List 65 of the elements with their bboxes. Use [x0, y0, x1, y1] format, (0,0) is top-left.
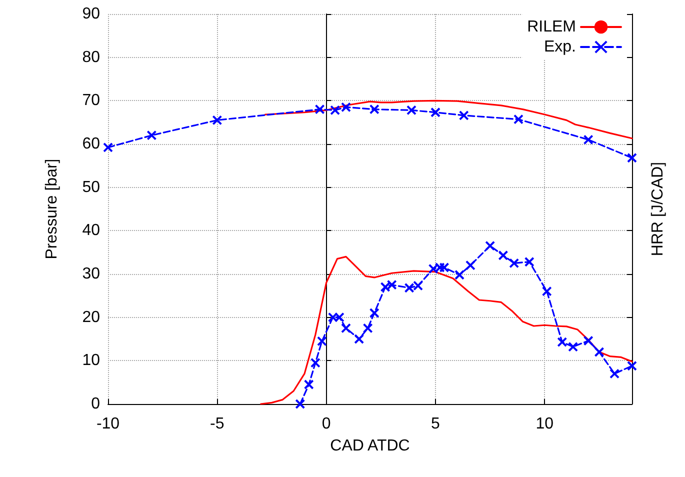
- point: [568, 342, 578, 352]
- y-tick-label: 50: [82, 178, 100, 196]
- point: [380, 282, 390, 292]
- point: [340, 102, 351, 112]
- point: [295, 399, 306, 409]
- x-tick-label: 5: [431, 416, 440, 432]
- point: [310, 358, 320, 368]
- point: [212, 115, 222, 126]
- point: [428, 264, 438, 274]
- point: [369, 308, 380, 318]
- y-tick-label: 40: [82, 222, 100, 240]
- point: [328, 312, 338, 322]
- point: [542, 286, 552, 296]
- point: [458, 110, 469, 120]
- legend-label: Exp.: [544, 38, 576, 56]
- y-tick-label: 20: [82, 308, 100, 326]
- y2-axis-title: HRR [J/CAD]: [650, 162, 666, 256]
- point: [434, 262, 445, 272]
- point: [362, 323, 373, 334]
- point: [594, 347, 604, 357]
- point: [583, 134, 594, 145]
- y-tick-label: 80: [82, 48, 100, 66]
- y-tick-label: 70: [82, 92, 100, 110]
- y-tick-label: 0: [91, 396, 100, 412]
- point: [627, 152, 637, 163]
- y-axis-title: Pressure [bar]: [44, 158, 60, 260]
- point: [369, 104, 380, 114]
- point: [404, 282, 414, 293]
- point: [610, 368, 620, 379]
- point: [557, 337, 568, 348]
- point: [430, 107, 440, 118]
- point: [413, 280, 424, 291]
- point: [354, 334, 364, 344]
- point: [316, 336, 327, 346]
- point: [485, 240, 496, 251]
- point: [386, 280, 397, 290]
- point: [146, 130, 157, 140]
- x-tick-label: 0: [322, 416, 331, 432]
- x-tick-label: 10: [536, 416, 554, 432]
- point: [304, 380, 314, 390]
- x-tick-label: -5: [210, 416, 224, 432]
- point: [509, 258, 520, 268]
- line-series: [260, 256, 633, 405]
- point: [439, 262, 450, 272]
- y-tick-label: 60: [82, 136, 100, 152]
- point: [330, 105, 340, 116]
- point: [524, 256, 534, 267]
- y-tick-label: 90: [82, 6, 100, 22]
- point: [465, 260, 476, 270]
- point: [340, 323, 351, 334]
- x-axis-title: CAD ATDC: [330, 438, 410, 454]
- point: [334, 312, 344, 322]
- point: [103, 142, 113, 152]
- x-tick-label: -10: [96, 416, 120, 432]
- line-series: [264, 100, 633, 140]
- point: [513, 114, 524, 124]
- point: [454, 270, 465, 280]
- point: [498, 250, 508, 260]
- y-tick-label: 10: [82, 352, 100, 370]
- point: [406, 105, 416, 116]
- legend-label: RILEM: [527, 18, 576, 36]
- point: [583, 336, 594, 346]
- y-tick-label: 30: [82, 266, 100, 282]
- point: [314, 104, 325, 114]
- point: [627, 360, 637, 371]
